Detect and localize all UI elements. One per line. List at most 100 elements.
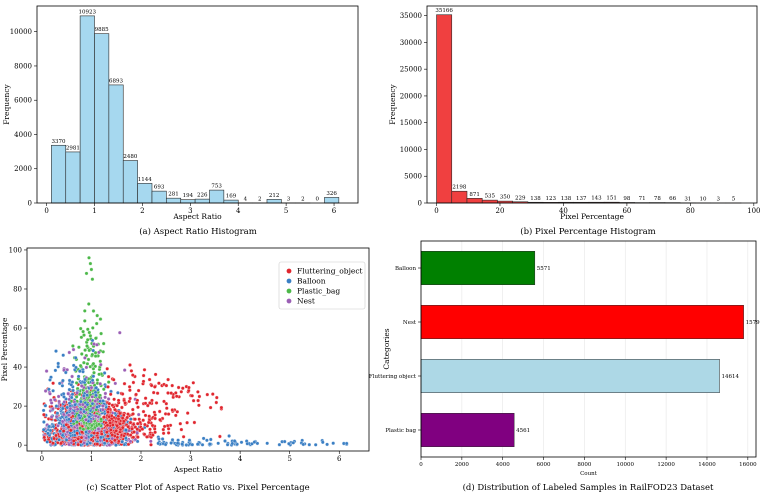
scatter-point — [108, 392, 113, 397]
scatter-point — [47, 387, 51, 392]
x-tick-label: 6 — [332, 207, 337, 215]
legend-marker — [286, 268, 292, 274]
scatter-point — [89, 437, 94, 442]
scatter-point — [164, 383, 169, 388]
scatter-point — [94, 385, 99, 390]
scatter-point — [173, 413, 178, 418]
x-tick-label: 80 — [686, 207, 695, 215]
scatter-point — [109, 440, 114, 445]
scatter-point — [94, 393, 98, 398]
data-label: 2198 — [452, 185, 466, 191]
scatter-point — [42, 435, 47, 440]
scatter-point — [122, 433, 126, 438]
scatter-point — [161, 431, 166, 436]
scatter-point — [91, 374, 96, 379]
scatter-point — [106, 407, 111, 411]
scatter-point — [108, 428, 113, 432]
scatter-point — [191, 380, 196, 385]
scatter-point — [175, 409, 180, 414]
data-label: 281 — [168, 192, 179, 198]
y-tick-label: 0 — [28, 200, 32, 208]
bar — [65, 151, 81, 204]
scatter-point — [51, 424, 56, 429]
scatter-point — [93, 399, 98, 403]
bar — [451, 190, 468, 204]
x-tick-label: 5 — [284, 207, 288, 215]
data-label: 169 — [226, 194, 237, 200]
data-label: 4561 — [516, 428, 530, 434]
scatter-point — [151, 390, 156, 395]
x-tick-label: 0 — [434, 207, 438, 215]
scatter-point — [149, 442, 153, 447]
legend-marker — [286, 278, 292, 284]
bar — [466, 198, 483, 204]
scatter-point — [214, 400, 219, 405]
scatter-point — [173, 391, 178, 395]
scatter-point — [112, 397, 116, 402]
data-label: 3 — [287, 196, 291, 202]
scatter-point — [97, 422, 101, 427]
scatter-point — [91, 361, 96, 366]
scatter-point — [128, 420, 133, 425]
legend-label: Balloon — [297, 277, 326, 286]
scatter-point — [60, 406, 65, 411]
scatter-point — [152, 385, 157, 389]
scatter-point — [90, 277, 95, 282]
scatter-point — [196, 390, 200, 394]
scatter-point — [85, 327, 90, 332]
scatter-point — [313, 442, 318, 447]
x-tick-label: 3 — [188, 207, 192, 215]
scatter-point — [98, 359, 103, 364]
scatter-point — [81, 369, 85, 374]
scatter-point — [153, 416, 157, 421]
scatter-point — [110, 433, 115, 437]
bar — [420, 251, 536, 285]
scatter-point — [86, 357, 91, 362]
legend-marker — [286, 298, 292, 304]
legend-label: Fluttering_object — [297, 267, 363, 276]
x-tick-label: 10000 — [617, 462, 635, 468]
data-label: 10 — [700, 196, 707, 202]
scatter-point — [166, 431, 171, 435]
scatter-point — [115, 403, 119, 408]
y-tick-label: 6000 — [14, 97, 32, 105]
scatter-point — [200, 442, 205, 447]
scatter-point — [106, 380, 111, 384]
scatter-point — [282, 439, 287, 444]
y-tick-label: 0 — [18, 442, 22, 450]
x-tick-label: 16000 — [739, 462, 757, 468]
scatter-point — [148, 427, 152, 432]
x-tick-label: 60 — [622, 207, 631, 215]
x-tick-label: 2000 — [455, 462, 469, 468]
scatter-point — [86, 302, 91, 306]
scatter-point — [160, 437, 165, 441]
scatter-point — [223, 439, 227, 443]
x-tick-label: 4000 — [496, 462, 510, 468]
scatter-point — [307, 442, 312, 447]
scatter-point — [87, 429, 92, 434]
scatter-point — [134, 401, 139, 405]
scatter-point — [66, 425, 71, 429]
y-tick-label: Nest — [403, 320, 417, 326]
data-label: 4 — [244, 196, 248, 202]
bar — [209, 189, 225, 204]
scatter-point — [83, 348, 87, 352]
scatter-point — [63, 370, 68, 375]
scatter-point — [54, 404, 59, 408]
scatter-point — [157, 437, 161, 441]
scatter-point — [107, 414, 112, 419]
bar — [420, 359, 720, 393]
scatter-point — [156, 441, 161, 446]
scatter-point — [79, 335, 84, 340]
scatter-point — [239, 440, 244, 445]
data-label: 3370 — [52, 139, 66, 145]
scatter-point — [53, 368, 58, 373]
scatter-point — [51, 441, 55, 446]
scatter-point — [196, 398, 200, 403]
legend-label: Plastic_bag — [297, 287, 340, 296]
x-tick-label: 6 — [337, 455, 342, 463]
scatter-point — [344, 441, 349, 446]
y-tick-label: 25000 — [400, 66, 422, 74]
scatter-point — [78, 363, 83, 368]
